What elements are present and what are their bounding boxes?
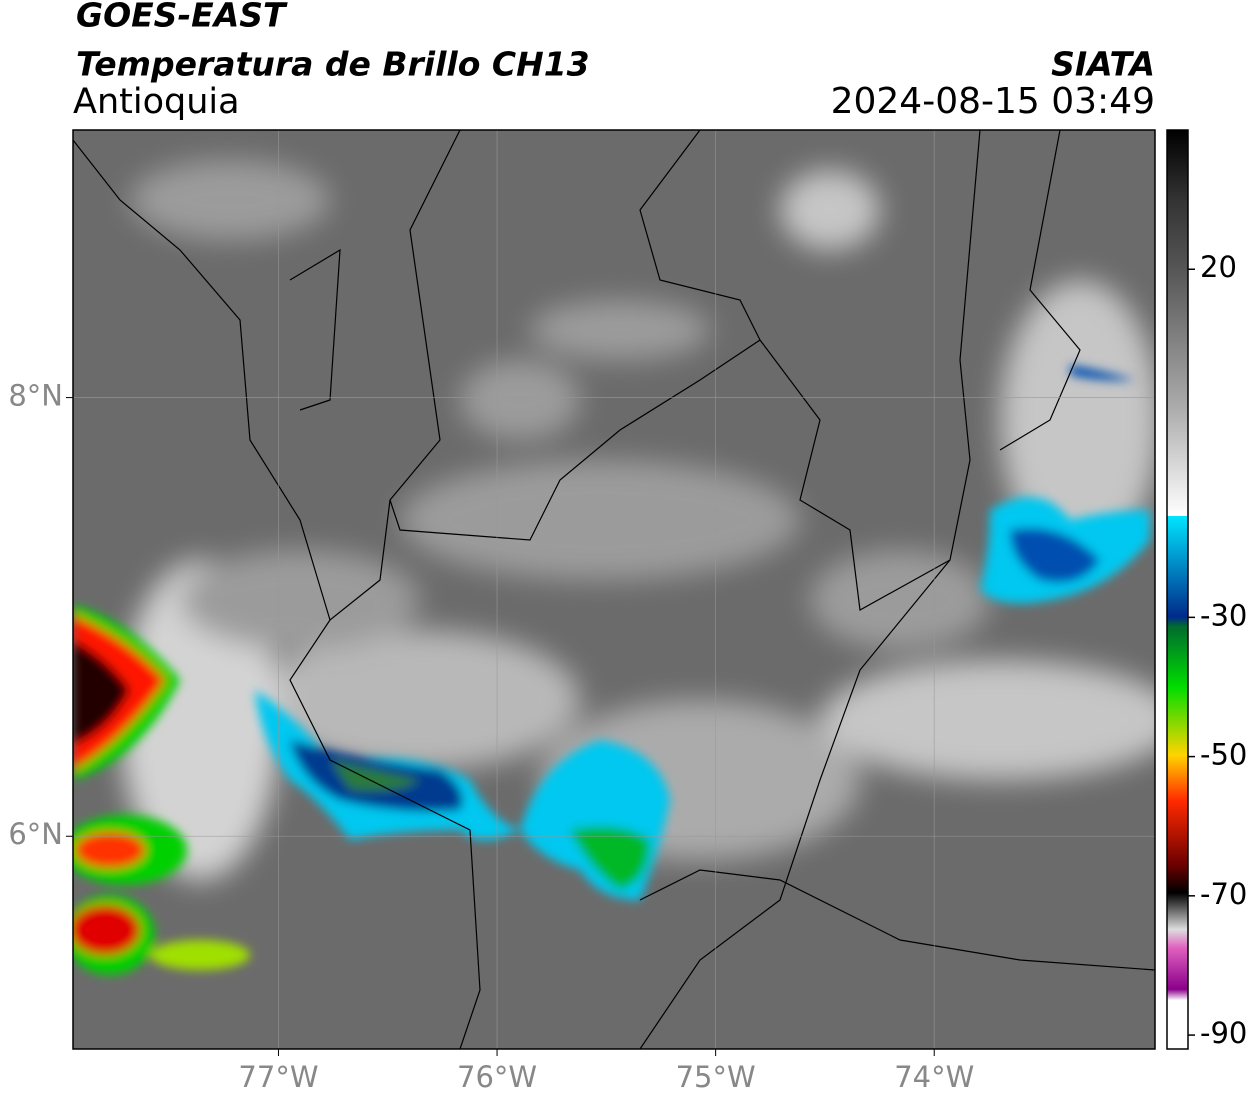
- colorbar: [1166, 129, 1189, 1050]
- map-frame: [72, 129, 1156, 1050]
- lat-tick-label: 6°N: [8, 817, 63, 851]
- lon-tick-label: 76°W: [457, 1060, 537, 1094]
- agency-label: SIATA: [1051, 45, 1155, 84]
- lat-tick-label: 8°N: [8, 379, 63, 413]
- title-product: Temperatura de Brillo CH13: [76, 45, 590, 84]
- graticule: [73, 130, 1155, 1049]
- title-satellite: GOES-EAST: [76, 0, 288, 35]
- colorbar-tick-label: -70: [1200, 877, 1247, 911]
- colorbar-tick-label: -50: [1200, 738, 1247, 772]
- colorbar-tick-label: -90: [1200, 1016, 1247, 1050]
- colorbar-tick-label: -30: [1200, 598, 1247, 632]
- satellite-image: [73, 130, 1155, 1049]
- lon-tick-label: 74°W: [894, 1060, 974, 1094]
- colorbar-tick-label: 20: [1200, 250, 1237, 284]
- lon-tick-label: 75°W: [676, 1060, 756, 1094]
- region-label: Antioquia: [73, 82, 240, 122]
- lon-tick-label: 77°W: [238, 1060, 318, 1094]
- datetime-label: 2024-08-15 03:49: [831, 81, 1155, 122]
